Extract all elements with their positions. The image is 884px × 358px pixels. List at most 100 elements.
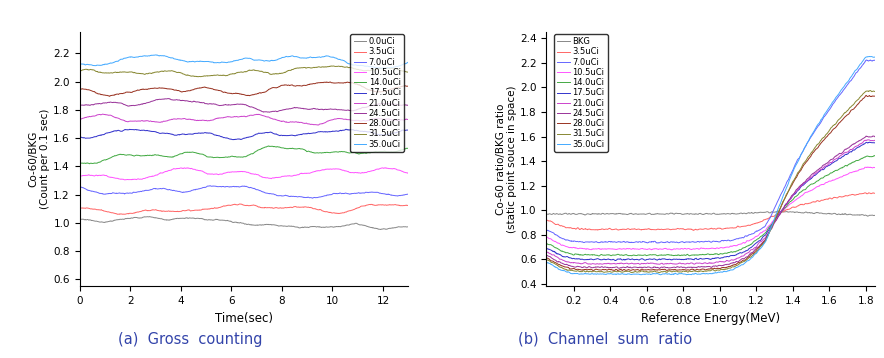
10.5uCi	[208, 172, 218, 176]
10.5uCi	[870, 166, 880, 170]
0.0uCi	[403, 225, 414, 229]
10.5uCi	[119, 178, 130, 182]
Line: 14.0uCi: 14.0uCi	[546, 155, 875, 256]
31.5uCi	[332, 64, 342, 68]
17.5uCi	[751, 241, 761, 245]
Line: 14.0uCi: 14.0uCi	[80, 146, 408, 164]
31.5uCi	[751, 250, 761, 255]
35.0uCi	[741, 260, 751, 264]
35.0uCi	[150, 53, 161, 57]
28.0uCi	[301, 83, 311, 88]
10.5uCi	[741, 240, 751, 244]
28.0uCi	[541, 255, 552, 260]
X-axis label: Reference Energy(MeV): Reference Energy(MeV)	[641, 312, 781, 325]
3.5uCi	[870, 191, 880, 195]
17.5uCi	[733, 252, 743, 256]
35.0uCi	[561, 270, 572, 274]
3.5uCi	[741, 224, 751, 228]
Line: 24.5uCi: 24.5uCi	[80, 98, 408, 112]
21.0uCi	[870, 138, 880, 142]
0.0uCi	[331, 224, 341, 229]
17.5uCi	[741, 249, 751, 253]
17.5uCi	[865, 140, 875, 144]
35.0uCi	[219, 60, 230, 64]
3.5uCi	[868, 191, 879, 195]
0.0uCi	[208, 218, 218, 222]
10.5uCi	[825, 179, 835, 183]
31.5uCi	[325, 64, 336, 68]
24.5uCi	[108, 100, 118, 105]
3.5uCi	[689, 228, 699, 233]
35.0uCi	[791, 163, 802, 167]
17.5uCi	[341, 127, 352, 131]
31.5uCi	[865, 88, 876, 93]
7.0uCi	[741, 234, 751, 238]
21.0uCi	[337, 117, 347, 121]
21.0uCi	[97, 112, 108, 116]
7.0uCi	[870, 58, 880, 63]
28.0uCi	[104, 94, 115, 98]
14.0uCi	[825, 171, 835, 176]
24.5uCi	[208, 102, 218, 106]
24.5uCi	[825, 158, 835, 163]
35.0uCi	[655, 273, 666, 277]
14.0uCi	[733, 248, 743, 253]
14.0uCi	[751, 238, 761, 242]
10.5uCi	[403, 171, 414, 175]
35.0uCi	[74, 62, 85, 66]
17.5uCi	[610, 258, 621, 263]
17.5uCi	[870, 141, 880, 145]
31.5uCi	[561, 267, 572, 272]
Line: 31.5uCi: 31.5uCi	[80, 66, 408, 77]
21.0uCi	[863, 138, 873, 142]
35.0uCi	[751, 251, 761, 256]
31.5uCi	[301, 66, 311, 70]
17.5uCi	[331, 129, 341, 133]
24.5uCi	[219, 103, 230, 107]
7.0uCi	[865, 58, 875, 62]
7.0uCi	[751, 229, 761, 233]
28.0uCi	[741, 257, 751, 261]
28.0uCi	[613, 268, 623, 273]
21.0uCi	[751, 245, 761, 249]
3.5uCi	[541, 218, 552, 222]
21.0uCi	[741, 251, 751, 256]
24.5uCi	[332, 107, 342, 112]
31.5uCi	[870, 90, 880, 94]
28.0uCi	[403, 84, 414, 88]
35.0uCi	[870, 55, 880, 59]
0.0uCi	[144, 214, 155, 219]
Line: 31.5uCi: 31.5uCi	[546, 91, 875, 273]
35.0uCi	[541, 260, 552, 265]
31.5uCi	[208, 73, 218, 78]
14.0uCi	[561, 251, 572, 255]
24.5uCi	[751, 246, 761, 250]
24.5uCi	[74, 103, 85, 107]
21.0uCi	[733, 256, 743, 260]
3.5uCi	[825, 196, 835, 200]
14.0uCi	[541, 241, 552, 246]
21.0uCi	[74, 117, 85, 122]
Legend: BKG, 3.5uCi, 7.0uCi, 10.5uCi, 14.0uCi, 17.5uCi, 21.0uCi, 24.5uCi, 28.0uCi, 31.5u: BKG, 3.5uCi, 7.0uCi, 10.5uCi, 14.0uCi, 1…	[554, 34, 607, 152]
Line: 7.0uCi: 7.0uCi	[546, 60, 875, 243]
17.5uCi	[301, 131, 311, 136]
31.5uCi	[193, 74, 203, 79]
BKG	[732, 212, 743, 216]
21.0uCi	[313, 123, 324, 127]
Line: 0.0uCi: 0.0uCi	[80, 217, 408, 229]
31.5uCi	[541, 257, 552, 262]
Line: 35.0uCi: 35.0uCi	[546, 57, 875, 275]
7.0uCi	[541, 228, 552, 232]
Line: 21.0uCi: 21.0uCi	[546, 140, 875, 264]
0.0uCi	[74, 217, 85, 221]
Line: 3.5uCi: 3.5uCi	[80, 204, 408, 214]
14.0uCi	[208, 155, 218, 160]
28.0uCi	[332, 81, 342, 85]
17.5uCi	[337, 128, 347, 132]
14.0uCi	[403, 146, 414, 151]
0.0uCi	[375, 227, 385, 232]
28.0uCi	[825, 131, 835, 136]
14.0uCi	[337, 150, 347, 154]
28.0uCi	[74, 87, 85, 92]
Line: 28.0uCi: 28.0uCi	[80, 82, 408, 96]
